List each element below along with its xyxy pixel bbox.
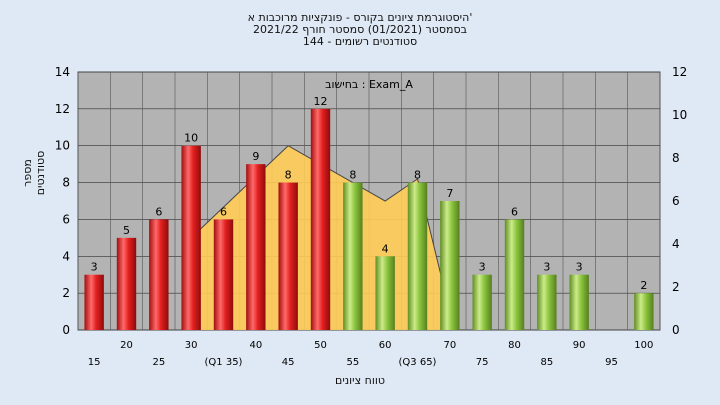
y-tick-label: 4 (62, 249, 70, 263)
data-label: 3 (576, 261, 583, 274)
bar (213, 219, 234, 330)
y-right-tick-label: 8 (672, 151, 680, 165)
bar (537, 274, 557, 330)
bar (116, 237, 137, 330)
bar (310, 108, 331, 330)
data-label: 6 (220, 205, 227, 218)
y-tick-label: 12 (55, 102, 70, 116)
bar (246, 164, 266, 330)
x-tick-label: 80 (508, 340, 521, 351)
x-tick-label: 55 (346, 357, 359, 368)
y-right-tick-label: 12 (672, 65, 687, 79)
chart-title-line-2: בסמסטר (01/2021) סמסטר חורף 2021/22 (253, 23, 467, 36)
data-label: 9 (252, 150, 259, 163)
x-tick-label: 20 (120, 340, 133, 351)
x-tick-label: 30 (185, 340, 198, 351)
bar (84, 274, 104, 330)
bar (504, 219, 525, 330)
bar (440, 201, 460, 330)
chart-title-line-3: 144 - סטודנטים רשומים (302, 35, 418, 48)
x-tick-label: 40 (249, 340, 262, 351)
y-tick-label: 8 (62, 176, 70, 190)
y-right-tick-label: 10 (672, 108, 687, 122)
data-label: 5 (123, 224, 130, 237)
data-label: 3 (91, 261, 98, 274)
data-label: 2 (640, 279, 647, 292)
x-tick-label: 100 (634, 340, 653, 351)
data-label: 3 (479, 261, 486, 274)
bar (149, 219, 169, 330)
y-right-tick-label: 6 (672, 194, 680, 208)
y-tick-label: 2 (62, 286, 70, 300)
y-tick-label: 0 (62, 323, 70, 337)
bar (181, 145, 201, 330)
x-tick-label: 75 (476, 357, 489, 368)
data-label: 3 (543, 261, 550, 274)
bar (278, 182, 298, 330)
y-right-tick-label: 4 (672, 237, 680, 251)
y-tick-label: 10 (55, 139, 70, 153)
bar (343, 182, 363, 330)
x-tick-label: (Q3 65) (399, 357, 437, 368)
y-right-tick-label: 0 (672, 323, 680, 337)
data-label: 6 (155, 205, 162, 218)
data-label: 4 (382, 242, 389, 255)
data-label: 7 (446, 187, 453, 200)
y-axis-label: מספר סטודנטים (21, 150, 47, 196)
x-tick-label: 85 (540, 357, 553, 368)
x-tick-label: 50 (314, 340, 327, 351)
x-tick-label: 15 (88, 357, 101, 368)
bar (634, 293, 654, 330)
x-axis-label: טווח ציונים (335, 374, 385, 387)
x-tick-label: 70 (443, 340, 456, 351)
bar (375, 256, 395, 330)
bar (407, 182, 428, 330)
bar (472, 274, 492, 330)
x-tick-label: 95 (605, 357, 618, 368)
data-label: 8 (285, 169, 292, 182)
x-tick-label: 60 (379, 340, 392, 351)
y-tick-label: 14 (55, 65, 70, 79)
x-tick-label: 25 (152, 357, 165, 368)
data-label: 8 (414, 169, 421, 182)
x-tick-label: 45 (282, 357, 295, 368)
bar (569, 274, 589, 330)
data-label: 10 (184, 132, 198, 145)
data-label: 12 (314, 95, 328, 108)
data-label: 6 (511, 205, 518, 218)
x-tick-label: (Q1 35) (205, 357, 243, 368)
chart-title-line-1: היסטוגרמת ציונים בקורס - פונקציות מרוכבו… (247, 11, 473, 24)
annotation-label: בחישוב : Exam_A (325, 78, 413, 91)
data-label: 8 (349, 169, 356, 182)
y-right-tick-label: 2 (672, 280, 680, 294)
x-tick-label: 90 (573, 340, 586, 351)
y-tick-label: 6 (62, 212, 70, 226)
